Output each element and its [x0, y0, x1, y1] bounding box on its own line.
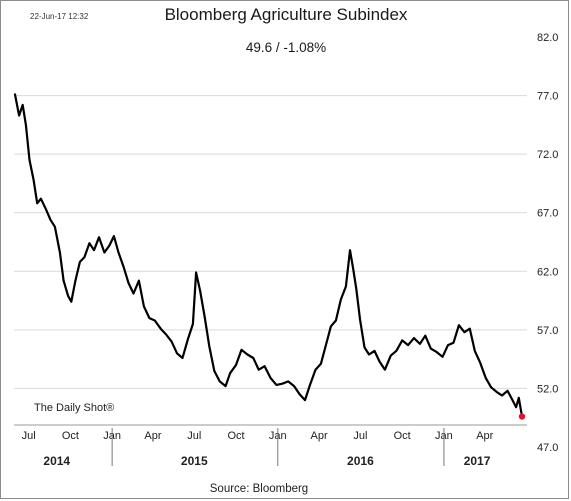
x-tick-label: Oct [62, 430, 79, 442]
y-tick-label: 67.0 [537, 208, 558, 220]
y-tick-label: 77.0 [537, 91, 558, 103]
x-axis: Jul Oct Jan Apr Jul Oct Jan Apr Jul Oct Jan Apr [22, 430, 494, 442]
y-axis: 82.0 77.0 72.0 67.0 62.0 57.0 52.0 47.0 [537, 32, 558, 454]
y-tick-label: 62.0 [537, 266, 558, 278]
gridlines [14, 95, 527, 389]
x-tick-label: Apr [144, 430, 161, 442]
y-tick-label: 82.0 [537, 32, 558, 44]
y-tick-label: 52.0 [537, 383, 558, 395]
y-tick-label: 47.0 [537, 442, 558, 454]
x-tick-label: Jul [187, 430, 201, 442]
year-label: 2016 [347, 454, 374, 468]
x-tick-label: Oct [394, 430, 411, 442]
year-label: 2015 [181, 454, 208, 468]
timestamp: 22-Jun-17 12:32 [30, 12, 89, 21]
x-tick-label: Apr [476, 430, 493, 442]
series-line [13, 93, 524, 418]
x-tick-label: Jul [353, 430, 367, 442]
y-tick-label: 72.0 [537, 149, 558, 161]
chart-title: Bloomberg Agriculture Subindex [165, 5, 408, 24]
series-layer [13, 93, 526, 420]
x-tick-label: Apr [311, 430, 328, 442]
last-value-point [518, 413, 526, 420]
chart-subtitle: 49.6 / -1.08% [246, 40, 326, 55]
x-tick-label: Jul [22, 430, 36, 442]
year-label: 2014 [43, 454, 70, 468]
year-label: 2017 [464, 454, 491, 468]
source-label: Source: Bloomberg [210, 483, 308, 495]
credit-label: The Daily Shot® [34, 402, 114, 414]
year-labels: 2014 2015 2016 2017 [43, 428, 491, 468]
x-tick-label: Oct [227, 430, 244, 442]
y-tick-label: 57.0 [537, 325, 558, 337]
